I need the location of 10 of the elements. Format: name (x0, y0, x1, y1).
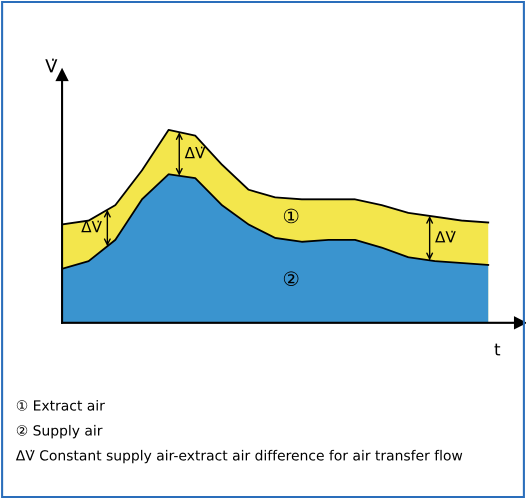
text: ① Extract air (16, 400, 105, 411)
x-axis-title: t (494, 344, 500, 356)
series-label: ① (284, 208, 298, 224)
annotation: ΔV̇ (81, 220, 102, 232)
y-axis-title: V̇ (45, 58, 58, 72)
text: ② Supply air (16, 424, 102, 438)
annotation: ΔV̇ (184, 146, 206, 158)
series-label: ② (284, 271, 298, 286)
annotation: ΔV̇ (435, 230, 456, 242)
text: ΔV̇ Constant supply air-extract air difference for air transfer flow (16, 450, 462, 464)
